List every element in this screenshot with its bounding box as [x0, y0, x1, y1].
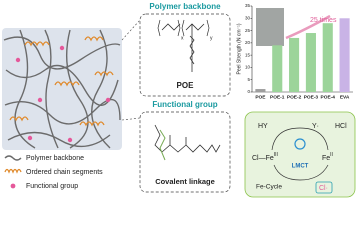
y-tick-label: 15 [245, 52, 251, 57]
cycle-label: Fe-Cycle [256, 184, 282, 191]
backbone-panel: Polymer backbone x y POE [121, 2, 231, 121]
y-tick-label: 35 [245, 3, 251, 8]
species: FeII [322, 152, 333, 162]
y-axis-title: Peel Strength (N cm⁻¹) [236, 23, 242, 74]
panel-title: Functional group [152, 100, 217, 109]
legend-label: Polymer backbone [26, 155, 84, 162]
bar [322, 23, 333, 93]
bar [289, 37, 300, 92]
y-tick-label: 0 [247, 89, 250, 94]
x-tick-label: POE-1 [270, 94, 285, 100]
legend: Polymer backbone Ordered chain segments … [4, 155, 103, 190]
figure: Polymer backbone Ordered chain segments … [2, 2, 356, 198]
caption: Covalent linkage [155, 177, 215, 186]
bar [339, 18, 350, 93]
index: y [210, 35, 213, 41]
species: HY [258, 123, 268, 130]
y-tick-label: 20 [245, 40, 251, 45]
functional-panel: Functional group Covalent linkage [139, 100, 231, 193]
fe-cycle: HY Y· HCl Cl—FeIII FeII LMCT Fe-Cycle Cl… [244, 111, 356, 198]
bar [305, 33, 316, 92]
legend-label: Functional group [26, 183, 78, 190]
species: Cl—FeIII [252, 152, 278, 162]
x-tick-label: POE-4 [321, 94, 336, 100]
lmct: LMCT [292, 164, 309, 170]
y-tick-label: 10 [245, 65, 251, 70]
bar [255, 89, 266, 92]
structure-label: POE [177, 81, 195, 90]
x-tick-label: EVA [340, 94, 350, 100]
species: Cl· [319, 185, 328, 192]
y-tick-label: 25 [245, 28, 251, 33]
annotation: 25 times [310, 17, 337, 24]
chart-inset: 25 times Peel Strength (N cm⁻¹) [236, 8, 337, 75]
species: Y· [312, 123, 319, 130]
y-tick-label: 30 [245, 15, 251, 20]
legend-label: Ordered chain segments [26, 169, 103, 176]
bar [272, 45, 283, 92]
x-tick-label: POE-2 [287, 94, 302, 100]
panel-title: Polymer backbone [149, 2, 221, 11]
species: HCl [335, 123, 347, 130]
x-tick-label: POE [255, 94, 266, 100]
network [2, 28, 122, 150]
x-tick-label: POE-3 [304, 94, 319, 100]
index: x [181, 35, 184, 41]
y-tick-label: 5 [247, 77, 250, 82]
